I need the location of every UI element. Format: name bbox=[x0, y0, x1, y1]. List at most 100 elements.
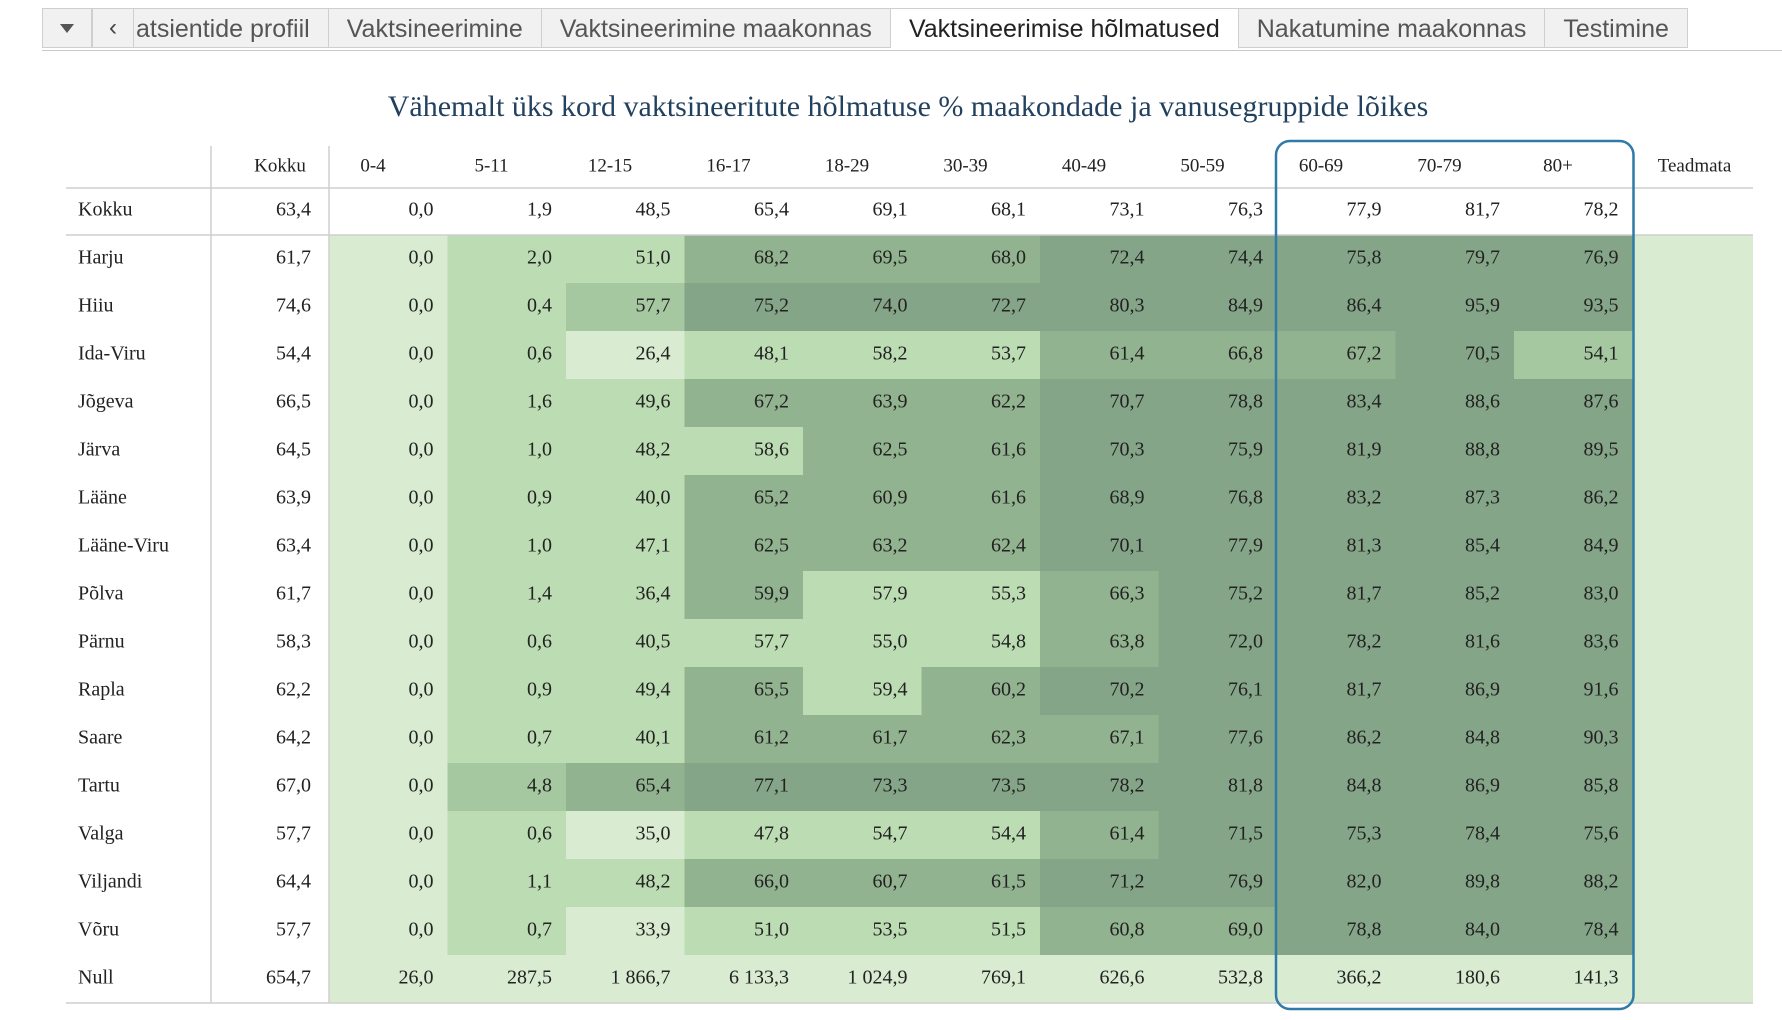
heat-cell bbox=[566, 667, 685, 716]
tab-prev-button[interactable]: ‹ bbox=[92, 8, 134, 48]
cell-value: 83,0 bbox=[1584, 583, 1619, 605]
heat-cell bbox=[803, 283, 922, 332]
heat-cell bbox=[1040, 811, 1159, 860]
cell-value: 1 024,9 bbox=[848, 967, 908, 989]
heat-cell bbox=[447, 331, 567, 380]
heat-cell bbox=[803, 571, 922, 620]
heat-cell bbox=[566, 379, 685, 428]
heat-cell bbox=[1277, 619, 1396, 668]
tab-nakatumine-maakonnas[interactable]: Nakatumine maakonnas bbox=[1238, 8, 1546, 48]
cell-value: 53,5 bbox=[873, 919, 908, 941]
tab-vaktsineerimine-maakonnas[interactable]: Vaktsineerimine maakonnas bbox=[541, 8, 891, 48]
tab-vaktsineerimise-holmatused[interactable]: Vaktsineerimise hõlmatused bbox=[890, 8, 1239, 49]
row-label-voru: Võru bbox=[78, 919, 119, 941]
cell-value: 0,0 bbox=[409, 631, 434, 653]
cell-value: 85,4 bbox=[1465, 535, 1500, 557]
heat-cell bbox=[1514, 811, 1633, 860]
cell-value: 287,5 bbox=[507, 967, 552, 989]
heat-cell bbox=[1040, 475, 1159, 524]
heat-cell bbox=[684, 523, 804, 572]
cell-value: 48,2 bbox=[636, 871, 671, 893]
row-label: Kokku bbox=[78, 199, 132, 221]
heat-cell bbox=[447, 715, 567, 764]
heat-cell bbox=[684, 907, 804, 956]
cell-value: 1 866,7 bbox=[611, 967, 671, 989]
heat-cell bbox=[566, 571, 685, 620]
heat-cell bbox=[1040, 667, 1159, 716]
heat-cell bbox=[1395, 235, 1515, 284]
cell-value: 76,8 bbox=[1228, 487, 1263, 509]
heat-cell bbox=[684, 331, 804, 380]
column-header: 5-11 bbox=[474, 155, 508, 176]
cell-value: 61,7 bbox=[873, 727, 908, 749]
heat-cell bbox=[1514, 475, 1633, 524]
cell-value: 84,9 bbox=[1228, 295, 1263, 317]
cell-value: 0,4 bbox=[527, 295, 552, 317]
heat-cell bbox=[1040, 571, 1159, 620]
heat-cell bbox=[447, 235, 567, 284]
cell-value: 1,6 bbox=[527, 391, 552, 413]
cell-value: 83,4 bbox=[1347, 391, 1382, 413]
cell-value: 55,3 bbox=[991, 583, 1026, 605]
heat-cell bbox=[1158, 907, 1278, 956]
heat-cell bbox=[921, 859, 1041, 908]
cell-value: 72,0 bbox=[1228, 631, 1263, 653]
cell-value: 61,5 bbox=[991, 871, 1026, 893]
row-label-rapla: Rapla bbox=[78, 679, 125, 701]
cell-value: 33,9 bbox=[636, 919, 671, 941]
cell-value: 70,7 bbox=[1110, 391, 1145, 413]
cell-value: 68,2 bbox=[754, 247, 789, 269]
cell-value: 1,9 bbox=[527, 199, 552, 221]
heat-cell bbox=[1158, 859, 1278, 908]
heat-cell bbox=[1514, 331, 1633, 380]
cell-value: 86,4 bbox=[1347, 295, 1382, 317]
cell-value: 51,5 bbox=[991, 919, 1026, 941]
cell-value: 51,0 bbox=[636, 247, 671, 269]
cell-value: 55,0 bbox=[873, 631, 908, 653]
cell-value: 73,3 bbox=[873, 775, 908, 797]
heat-cell bbox=[447, 283, 567, 332]
heat-cell bbox=[1040, 379, 1159, 428]
heat-cell bbox=[1395, 667, 1515, 716]
tab-menu-button[interactable] bbox=[42, 8, 92, 48]
cell-value: 78,2 bbox=[1347, 631, 1382, 653]
tab-patsientide-profiil[interactable]: atsientide profiil bbox=[134, 8, 329, 48]
heat-cell bbox=[684, 859, 804, 908]
cell-value: 62,3 bbox=[991, 727, 1026, 749]
cell-value: 75,6 bbox=[1584, 823, 1619, 845]
cell-value: 0,0 bbox=[409, 583, 434, 605]
heat-cell bbox=[1040, 331, 1159, 380]
heat-cell bbox=[921, 283, 1041, 332]
cell-value: 60,9 bbox=[873, 487, 908, 509]
column-header: Teadmata bbox=[1658, 155, 1732, 176]
row-label-null: Null bbox=[78, 967, 114, 989]
heat-cell bbox=[921, 379, 1041, 428]
cell-value: 64,5 bbox=[276, 439, 311, 461]
cell-value: 66,5 bbox=[276, 391, 311, 413]
heat-cell bbox=[1040, 235, 1159, 284]
cell-value: 76,1 bbox=[1228, 679, 1263, 701]
heat-cell bbox=[1395, 811, 1515, 860]
tab-vaktsineerimine[interactable]: Vaktsineerimine bbox=[328, 8, 542, 48]
cell-value: 47,8 bbox=[754, 823, 789, 845]
heat-cell bbox=[1158, 667, 1278, 716]
heat-cell bbox=[803, 475, 922, 524]
heat-cell bbox=[1277, 235, 1396, 284]
cell-value: 0,0 bbox=[409, 919, 434, 941]
cell-value: 60,2 bbox=[991, 679, 1026, 701]
tab-testimine[interactable]: Testimine bbox=[1545, 8, 1688, 48]
cell-value: 57,7 bbox=[276, 919, 311, 941]
cell-value: 0,0 bbox=[409, 487, 434, 509]
cell-value: 0,0 bbox=[409, 391, 434, 413]
cell-value: 4,8 bbox=[527, 775, 552, 797]
heat-cell bbox=[921, 523, 1041, 572]
heat-cell bbox=[1277, 379, 1396, 428]
heat-cell bbox=[921, 235, 1041, 284]
cell-value: 67,2 bbox=[1347, 343, 1382, 365]
heat-cell bbox=[1040, 763, 1159, 812]
heat-cell bbox=[1040, 907, 1159, 956]
cell-value: 57,9 bbox=[873, 583, 908, 605]
cell-value: 66,3 bbox=[1110, 583, 1145, 605]
cell-value: 0,0 bbox=[409, 775, 434, 797]
